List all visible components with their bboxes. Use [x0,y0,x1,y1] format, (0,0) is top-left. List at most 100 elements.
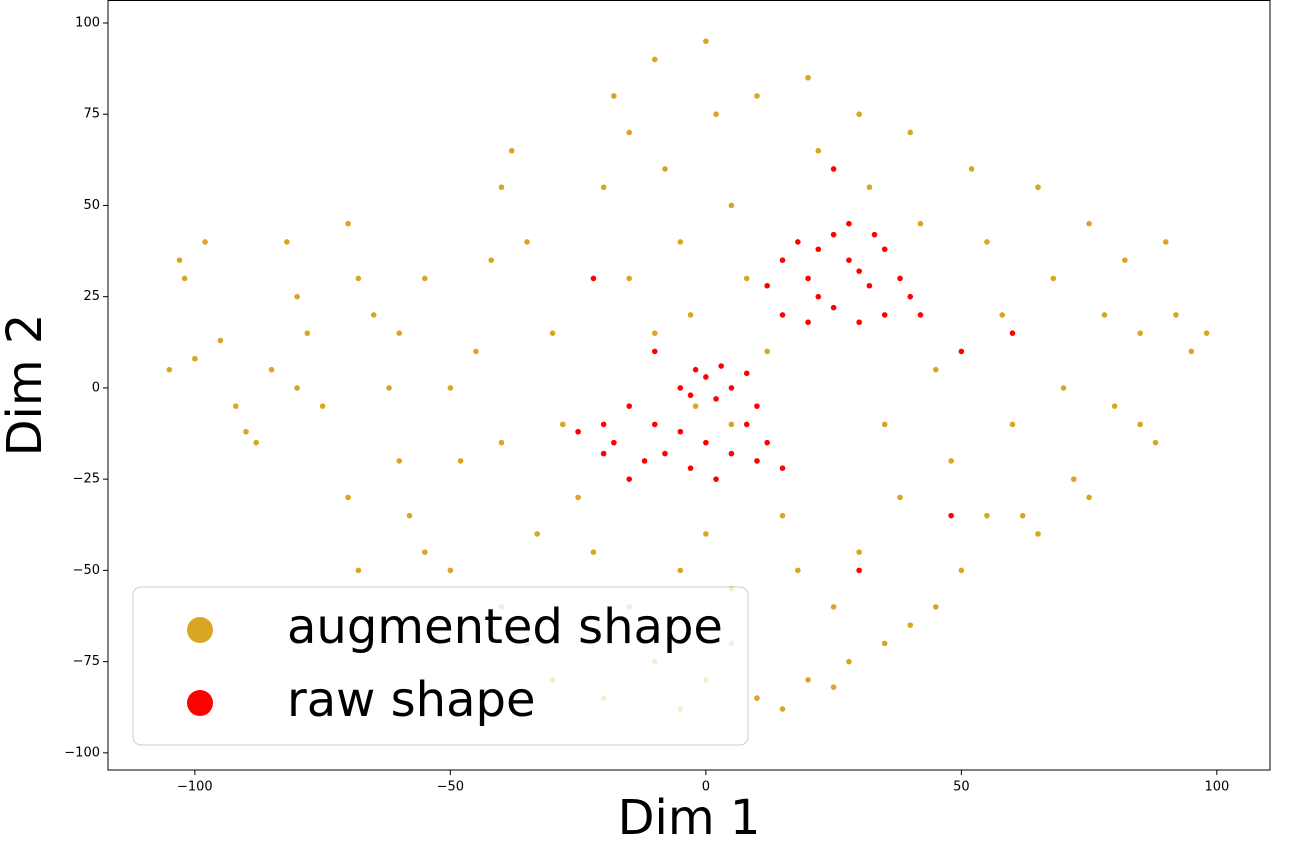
legend-marker [187,617,213,643]
point [1122,257,1128,263]
legend-label: augmented shape [287,599,723,655]
x-axis-label: Dim 1 [618,790,761,846]
point [422,549,428,555]
point [304,330,311,336]
point [600,421,607,428]
point [181,275,188,282]
point [713,476,719,482]
x-tick-label: 0 [702,780,710,795]
point [600,450,607,457]
y-tick-label: 50 [83,198,100,213]
point [232,403,239,409]
point [473,348,479,355]
point [1070,476,1077,482]
point [651,330,658,336]
point [805,275,811,282]
point [524,239,530,245]
point [917,312,924,318]
point [846,658,852,665]
point [1203,330,1210,336]
point [345,220,351,227]
point [549,330,556,336]
point [703,374,709,380]
point [626,275,633,282]
point [830,231,837,238]
point [192,355,198,362]
point [253,439,259,446]
point [713,396,719,402]
point [728,450,735,457]
point [559,421,566,428]
legend-marker [187,690,213,716]
point [703,439,709,446]
y-tick-label: 100 [75,15,100,30]
y-tick-label: −50 [73,563,100,578]
point [651,348,658,355]
point [386,385,392,391]
point [754,93,760,99]
point [846,220,852,227]
point [662,450,668,457]
point [590,275,597,282]
point [355,567,362,574]
point [396,458,403,464]
point [866,282,873,289]
point [626,129,633,136]
point [319,403,326,409]
point [611,93,617,99]
point [779,512,786,519]
point [488,257,495,263]
point [217,337,224,344]
point [406,512,413,519]
point [626,476,633,482]
point [641,458,648,464]
point [897,494,903,501]
point [176,257,183,263]
point [856,268,862,274]
point [779,312,786,318]
point [294,385,300,391]
point [687,392,694,399]
point [1137,421,1144,428]
point [1009,330,1016,336]
point [396,330,403,336]
point [856,567,862,574]
point [202,239,208,245]
point [728,421,735,428]
point [611,439,617,446]
point [447,385,454,391]
y-tick-label: −75 [73,654,100,669]
point [805,677,811,683]
point [948,512,954,519]
x-tick-label: 50 [953,780,970,795]
point [1009,421,1016,428]
point [498,184,505,191]
point [1111,403,1118,409]
point [830,304,837,311]
point [590,549,597,555]
point [917,220,924,227]
point [881,246,888,253]
legend-label: raw shape [287,672,536,728]
point [881,312,888,318]
point [1060,385,1067,391]
point [907,622,914,628]
point [743,275,750,282]
point [754,403,760,409]
point [677,239,684,245]
point [830,684,837,690]
point [355,275,362,282]
point [881,421,888,428]
point [703,531,709,537]
point [703,38,709,45]
plot-frame [107,0,1271,771]
point [805,319,811,326]
point [713,111,719,118]
y-axis-label: Dim 2 [0,314,53,457]
point [345,494,351,501]
point [268,366,275,373]
legend-box [132,586,749,746]
point [1188,348,1195,355]
point [243,428,249,435]
point [1035,531,1041,537]
